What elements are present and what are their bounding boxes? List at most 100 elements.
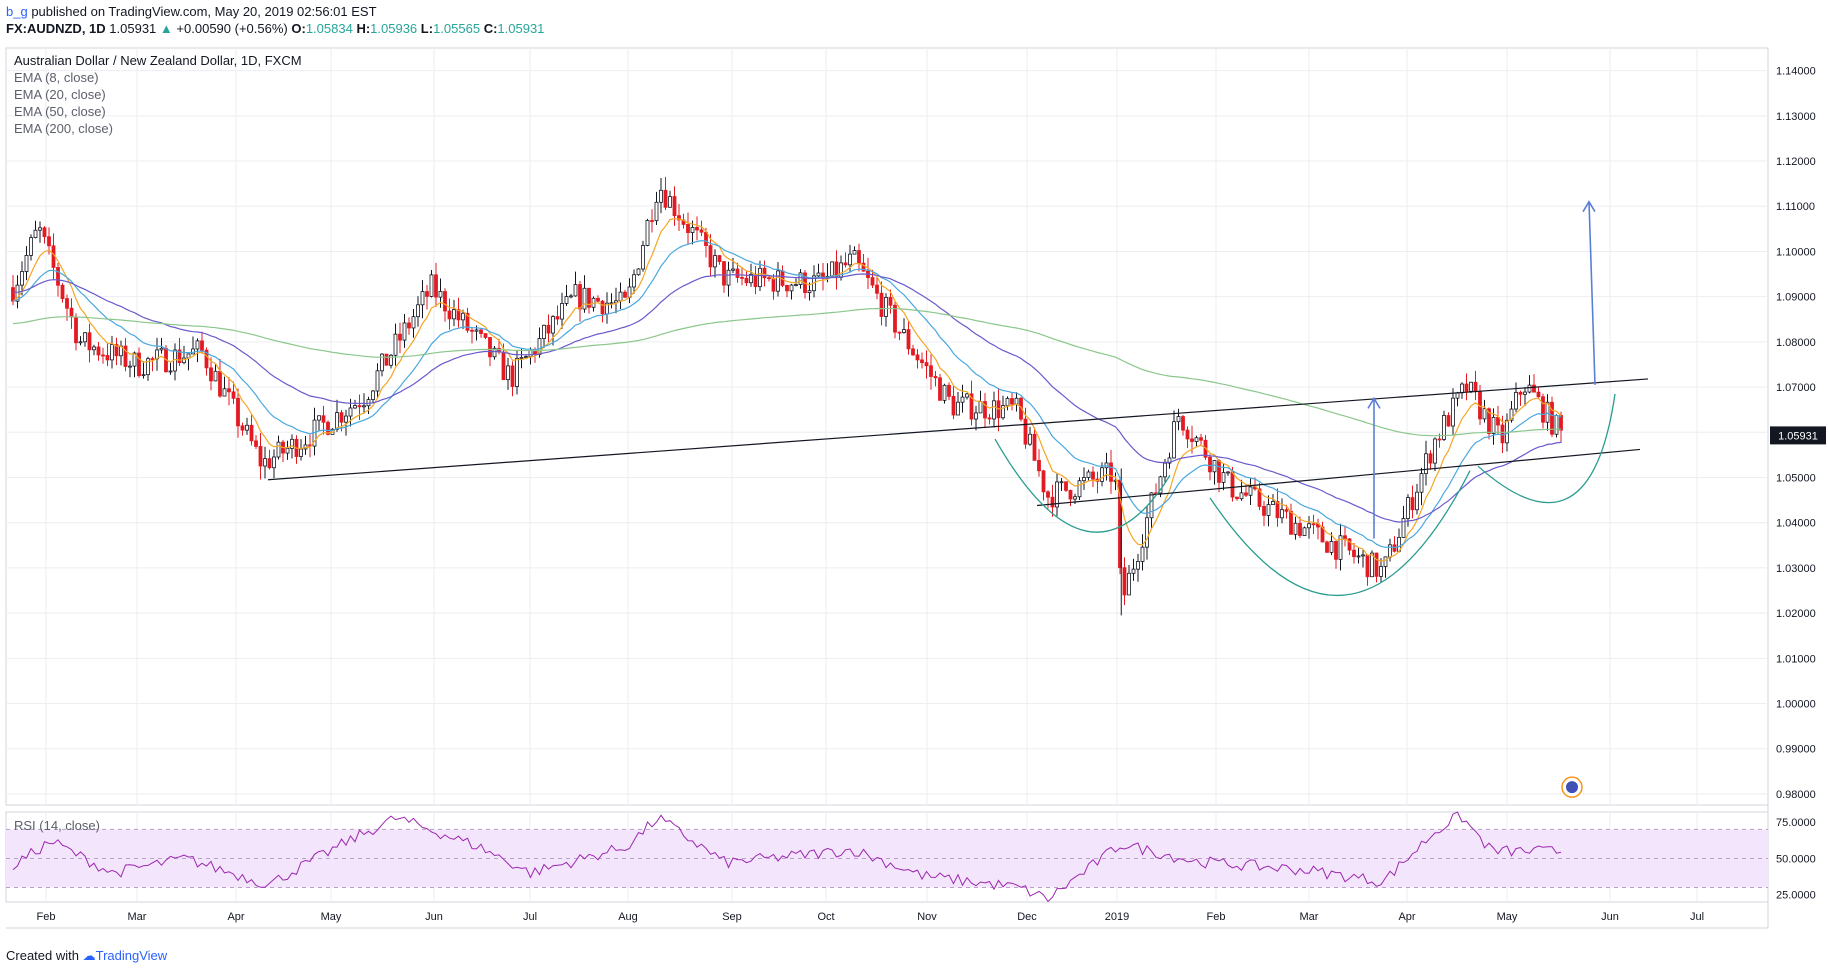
candle-body xyxy=(960,396,965,403)
candle-body xyxy=(1509,408,1514,421)
candle-body xyxy=(645,220,650,246)
candle-body xyxy=(717,255,722,262)
candle-body xyxy=(1194,437,1199,442)
rsi-tick-label: 50.0000 xyxy=(1776,853,1816,865)
open-value: 1.05834 xyxy=(305,21,353,36)
candle-body xyxy=(857,250,861,264)
y-tick-label: 1.02000 xyxy=(1776,608,1816,620)
candle-body xyxy=(1019,397,1023,420)
candle-body xyxy=(519,357,524,359)
event-marker-core xyxy=(1566,781,1578,794)
candle-body xyxy=(659,189,663,203)
candle-body xyxy=(245,424,249,431)
candle-body xyxy=(1361,554,1365,557)
candle-body xyxy=(222,388,227,397)
candle-body xyxy=(906,329,911,350)
candle-body xyxy=(1239,492,1244,500)
legend-ema-20[interactable]: EMA (20, close) xyxy=(14,87,106,102)
legend-ema-50[interactable]: EMA (50, close) xyxy=(14,104,106,119)
ema-50-line xyxy=(12,273,1562,523)
candle-body xyxy=(1505,419,1509,444)
chart-legend: Australian Dollar / New Zealand Dollar, … xyxy=(14,52,302,137)
candle-body xyxy=(380,353,384,372)
quote-line: FX:AUDNZD, 1D 1.05931 ▲ +0.00590 (+0.56%… xyxy=(6,21,544,36)
candle-body xyxy=(650,220,654,222)
y-tick-label: 1.09000 xyxy=(1776,292,1816,304)
last-price-tag xyxy=(1770,426,1826,445)
candle-body xyxy=(1410,497,1415,511)
candle-body xyxy=(1289,510,1293,535)
candle-body xyxy=(848,253,852,266)
candle-body xyxy=(1248,486,1253,496)
candle-body xyxy=(686,224,690,233)
candle-body xyxy=(1068,489,1073,500)
candle-body xyxy=(411,316,416,329)
candle-body xyxy=(56,267,60,286)
candle-body xyxy=(65,298,69,309)
candle-body xyxy=(911,348,915,356)
candle-body xyxy=(1311,523,1316,526)
candle-body xyxy=(1037,459,1041,472)
candle-body xyxy=(317,415,321,421)
candle-body xyxy=(276,441,281,458)
candle-body xyxy=(452,309,456,320)
candle-body xyxy=(1181,416,1185,431)
candle-body xyxy=(1284,509,1289,512)
candle-body xyxy=(474,329,479,332)
candle-body xyxy=(641,245,645,270)
y-tick-label: 1.13000 xyxy=(1776,111,1816,123)
y-tick-label: 1.05000 xyxy=(1776,472,1816,484)
candle-body xyxy=(1401,518,1406,538)
candle-body xyxy=(240,425,245,431)
publisher-user[interactable]: b_g xyxy=(6,4,28,19)
candle-body xyxy=(483,333,488,338)
rsi-legend[interactable]: RSI (14, close) xyxy=(14,818,100,833)
candle-body xyxy=(560,303,564,320)
y-tick-label: 1.03000 xyxy=(1776,563,1816,575)
candle-body xyxy=(1302,527,1307,536)
price-change: +0.00590 (+0.56%) xyxy=(176,21,288,36)
x-tick-label: Jun xyxy=(1601,911,1619,923)
cup-main-curve xyxy=(1209,470,1471,597)
candle-body xyxy=(236,397,240,427)
legend-ema-8[interactable]: EMA (8, close) xyxy=(14,70,99,85)
candle-body xyxy=(461,312,465,321)
y-tick-label: 1.00000 xyxy=(1776,699,1816,711)
projection-arrow xyxy=(1588,201,1596,385)
candle-body xyxy=(1257,488,1262,507)
candle-body xyxy=(416,304,420,318)
y-tick-label: 1.04000 xyxy=(1776,518,1816,530)
candle-body xyxy=(488,337,492,358)
candle-body xyxy=(74,316,78,344)
candle-body xyxy=(1352,549,1356,558)
candle-body xyxy=(249,424,254,442)
candle-body xyxy=(1221,472,1226,483)
candle-body xyxy=(1424,453,1428,474)
candle-body xyxy=(794,284,798,286)
candle-body xyxy=(722,261,726,286)
candle-body xyxy=(1374,552,1379,577)
candle-body xyxy=(335,412,339,430)
candle-body xyxy=(929,365,933,377)
candle-body xyxy=(1446,415,1451,427)
last-price: 1.05931 xyxy=(109,21,157,36)
candle-body xyxy=(578,284,582,310)
legend-ema-200[interactable]: EMA (200, close) xyxy=(14,121,113,136)
candle-body xyxy=(1545,401,1550,423)
candle-body xyxy=(11,287,15,302)
tradingview-logo-icon[interactable]: ☁ xyxy=(82,948,96,963)
tradingview-brand[interactable]: TradingView xyxy=(95,948,168,963)
candle-body xyxy=(1185,429,1190,440)
candle-body xyxy=(110,344,114,361)
candle-body xyxy=(362,405,366,408)
candle-body xyxy=(618,291,623,302)
candle-body xyxy=(1041,470,1046,493)
candle-body xyxy=(258,446,263,467)
candle-body xyxy=(1491,417,1496,434)
candle-body xyxy=(726,269,731,286)
candle-body xyxy=(1356,555,1361,558)
x-tick-label: Apr xyxy=(227,911,244,923)
candle-body xyxy=(677,215,681,221)
candle-body xyxy=(1415,491,1419,511)
